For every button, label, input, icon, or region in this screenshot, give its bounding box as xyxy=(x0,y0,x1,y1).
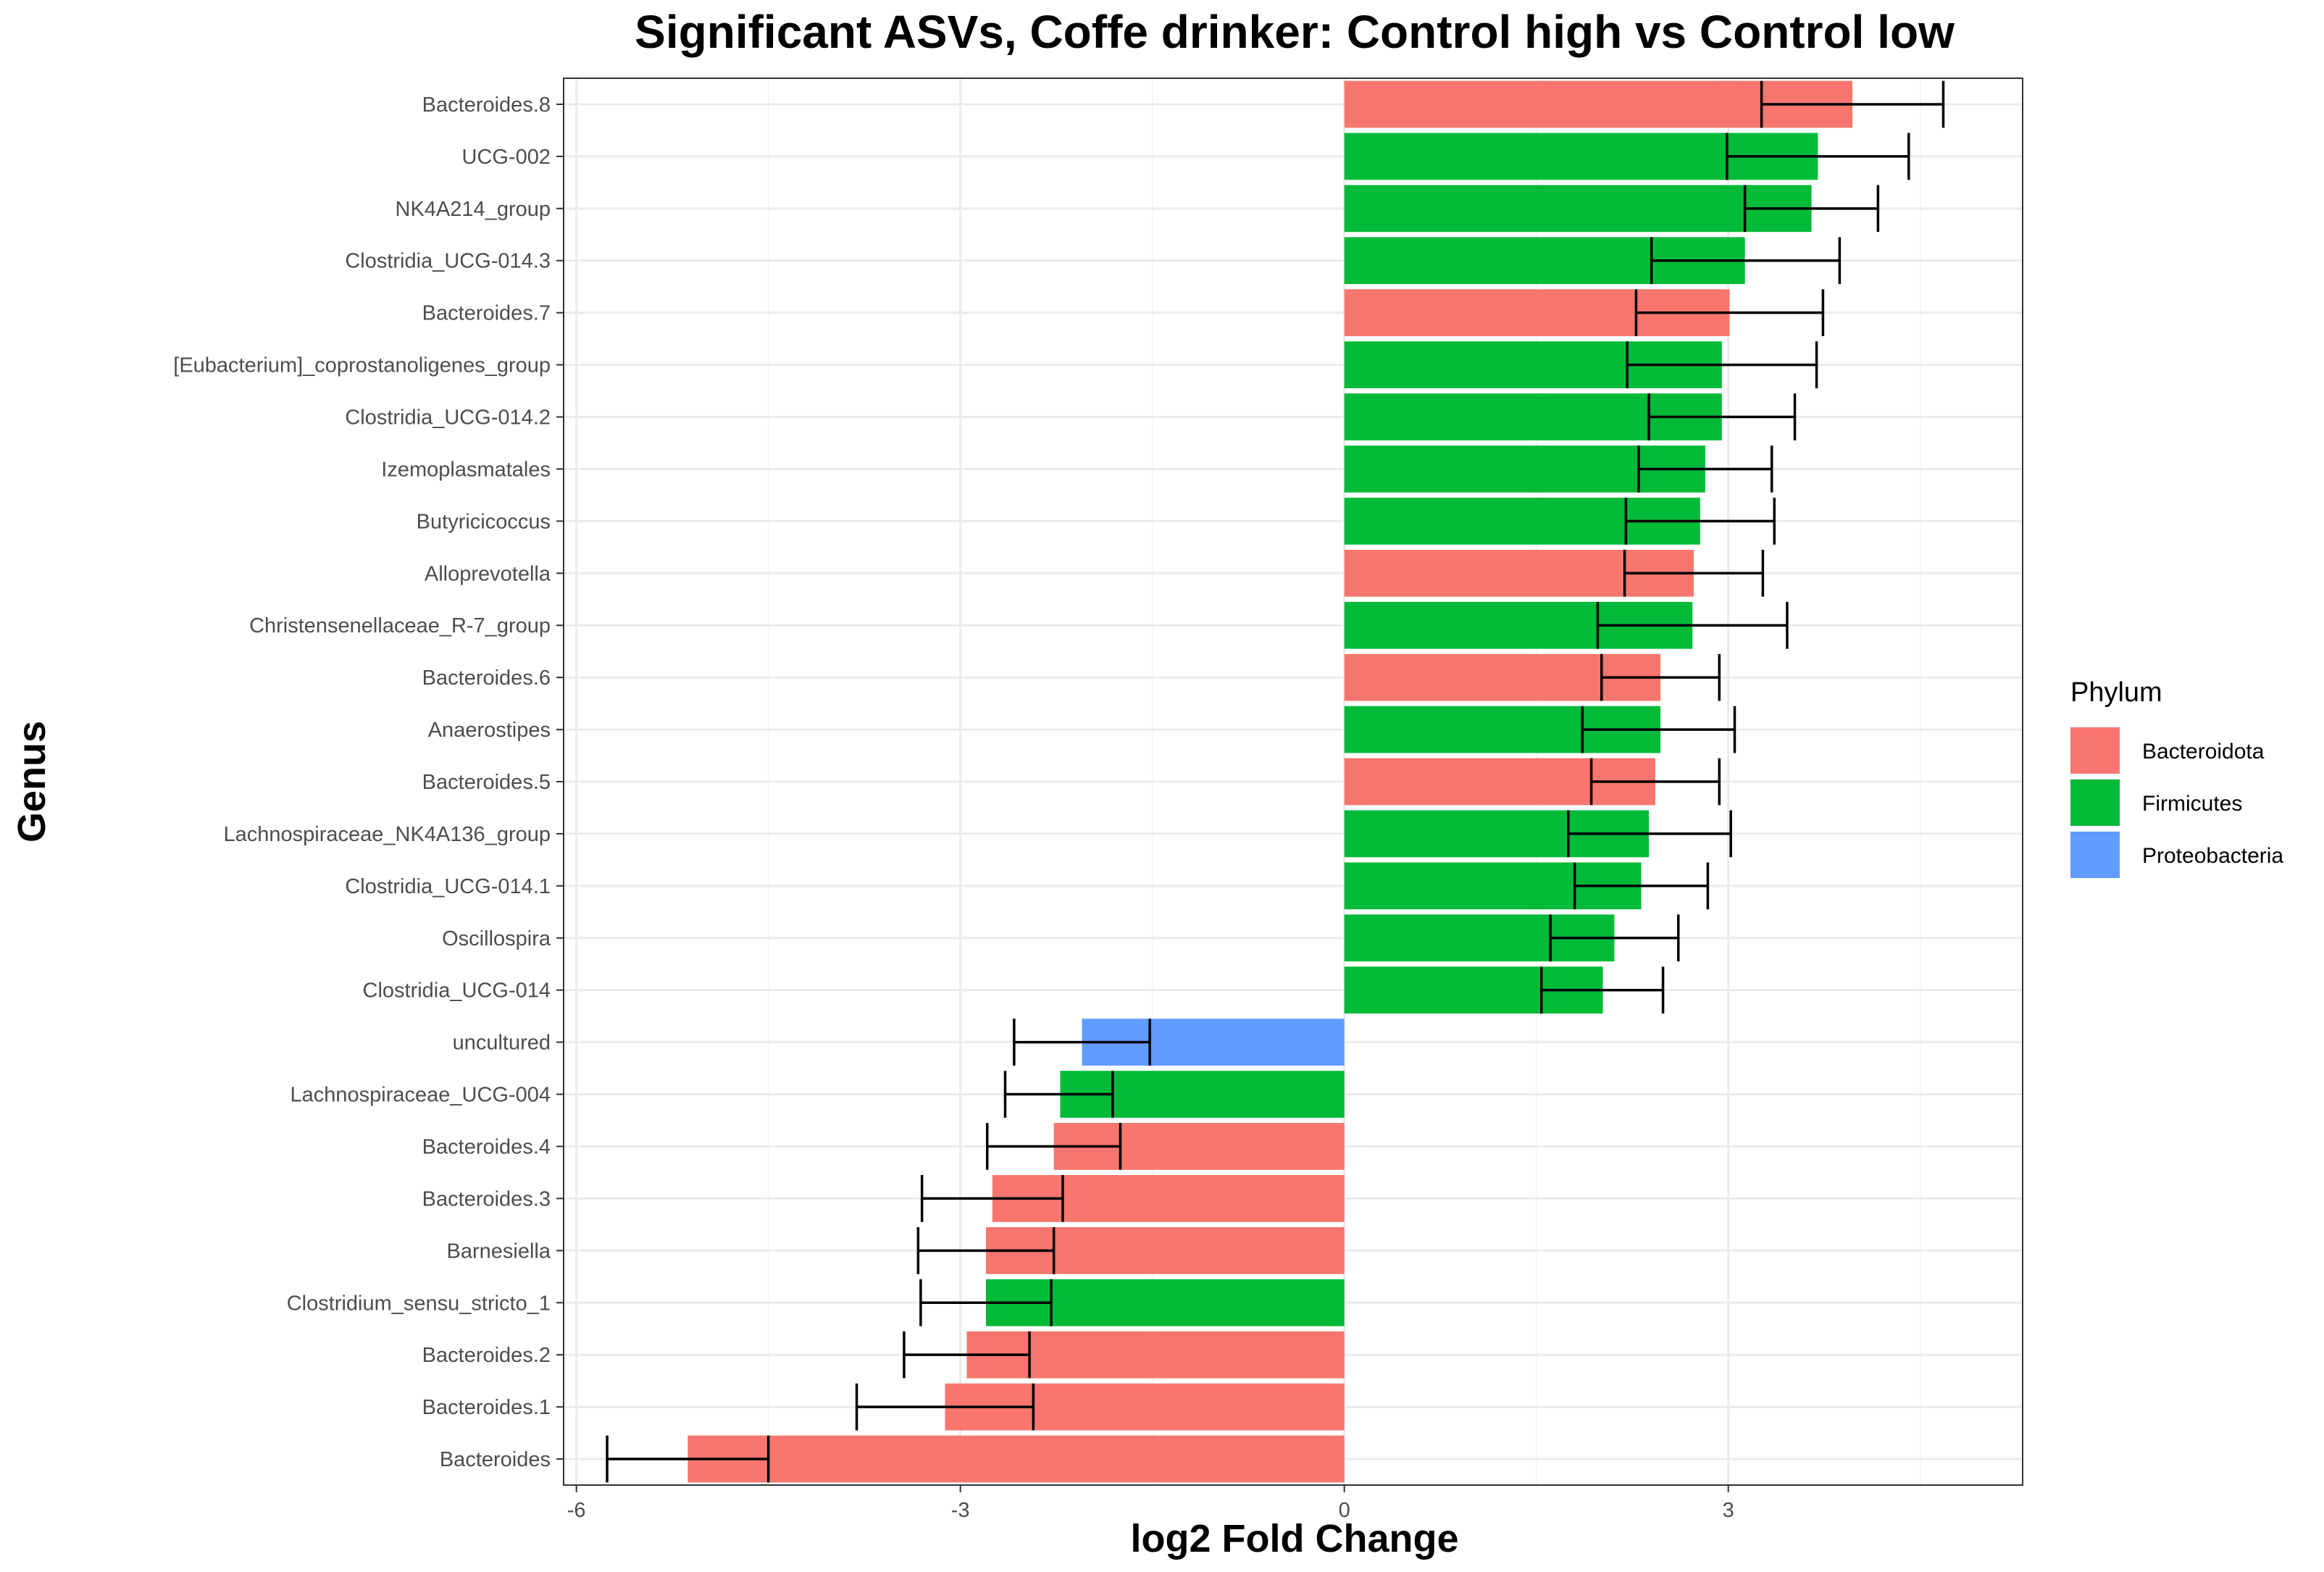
error-bar xyxy=(1581,706,1736,753)
y-tick-label: Bacteroides xyxy=(440,1448,551,1471)
y-axis-ticks: Bacteroides.8 UCG-002 NK4A214_group Clostri… xyxy=(173,93,564,1471)
y-tick-label: Clostridium_sensu_stricto_1 xyxy=(287,1292,551,1315)
error-bar xyxy=(916,1226,1056,1274)
error-bar xyxy=(1013,1019,1151,1066)
error-bar xyxy=(1624,498,1776,545)
y-tick-label: Izemoplasmatales xyxy=(381,458,551,481)
error-bar xyxy=(1637,446,1773,493)
y-tick-label: Anaerostipes xyxy=(428,719,551,742)
x-tick-label: -6 xyxy=(567,1499,586,1522)
x-tick-label: -3 xyxy=(951,1499,970,1522)
error-bar xyxy=(920,1175,1064,1222)
error-bar xyxy=(855,1383,1035,1431)
bar xyxy=(1344,185,1812,233)
x-tick-label: 3 xyxy=(1723,1499,1734,1522)
error-bar xyxy=(1650,237,1842,285)
legend-key xyxy=(2070,779,2120,826)
y-tick-label: Christensenellaceae_R-7_group xyxy=(249,614,551,637)
y-tick-label: Bacteroides.6 xyxy=(422,666,551,690)
y-tick-label: Bacteroides.8 xyxy=(422,93,551,117)
x-axis-title: log2 Fold Change xyxy=(1131,1517,1459,1560)
y-tick-label: Bacteroides.4 xyxy=(422,1135,551,1158)
y-tick-label: Clostridia_UCG-014.1 xyxy=(345,875,551,898)
error-bar xyxy=(1647,393,1797,440)
y-tick-label: Bacteroides.5 xyxy=(422,771,551,794)
error-bar xyxy=(1623,549,1765,597)
y-tick-label: Alloprevotella xyxy=(425,562,551,585)
y-tick-label: UCG-002 xyxy=(462,146,551,169)
y-tick-label: Bacteroides.2 xyxy=(422,1344,551,1367)
y-tick-label: [Eubacterium]_coprostanoligenes_group xyxy=(173,354,551,377)
y-axis-title: Genus xyxy=(10,721,54,843)
error-bar xyxy=(1626,341,1818,388)
y-tick-label: Clostridia_UCG-014.2 xyxy=(345,406,551,430)
y-tick-label: NK4A214_group xyxy=(396,198,551,221)
error-bar xyxy=(1003,1071,1114,1118)
error-bar xyxy=(1539,966,1665,1014)
error-bar xyxy=(1600,653,1721,701)
y-tick-label: Bacteroides.7 xyxy=(422,302,551,325)
error-bars xyxy=(606,80,1945,1483)
error-bar xyxy=(1596,601,1789,649)
legend: Phylum Bacteroidota Firmicutes Proteobacte… xyxy=(2070,677,2283,878)
error-bar xyxy=(1589,758,1721,806)
error-bar xyxy=(1760,80,1945,128)
y-tick-label: Bacteroides.1 xyxy=(422,1396,551,1419)
error-bar xyxy=(986,1123,1122,1170)
x-tick-label: 0 xyxy=(1339,1499,1350,1522)
legend-key xyxy=(2070,727,2120,774)
error-bar xyxy=(1549,914,1680,962)
error-bar xyxy=(919,1279,1053,1326)
legend-label: Proteobacteria xyxy=(2142,844,2283,868)
error-bar xyxy=(606,1435,770,1483)
y-tick-label: Lachnospiraceae_UCG-004 xyxy=(290,1084,551,1107)
legend-title: Phylum xyxy=(2070,677,2162,708)
bars xyxy=(687,80,1853,1483)
bar xyxy=(687,1435,1345,1483)
error-bar xyxy=(1567,810,1732,858)
chart-title: Significant ASVs, Coffe drinker: Control… xyxy=(635,6,1955,58)
x-axis-ticks: -6 -3 0 3 xyxy=(567,1485,1734,1522)
error-bar xyxy=(903,1331,1031,1379)
error-bar xyxy=(1573,862,1710,910)
y-tick-label: Barnesiella xyxy=(447,1239,551,1263)
y-tick-label: Lachnospiraceae_NK4A136_group xyxy=(224,823,551,846)
error-bar xyxy=(1743,185,1880,233)
y-tick-label: Clostridia_UCG-014.3 xyxy=(345,250,551,273)
y-tick-label: Oscillospira xyxy=(442,927,551,950)
error-bar xyxy=(1726,133,1910,180)
legend-label: Bacteroidota xyxy=(2142,740,2265,764)
error-bar xyxy=(1634,289,1825,337)
y-tick-label: uncultured xyxy=(453,1032,551,1055)
legend-label: Firmicutes xyxy=(2142,792,2242,816)
y-tick-label: Bacteroides.3 xyxy=(422,1187,551,1211)
y-tick-label: Butyricicoccus xyxy=(417,510,551,533)
legend-key xyxy=(2070,832,2120,878)
y-tick-label: Clostridia_UCG-014 xyxy=(363,979,551,1003)
